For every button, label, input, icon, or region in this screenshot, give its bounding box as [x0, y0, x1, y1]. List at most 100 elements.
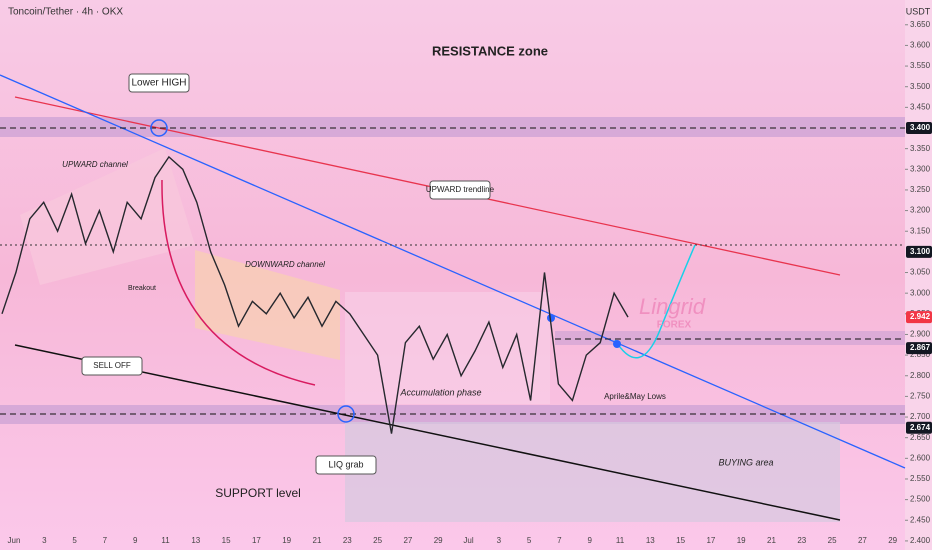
- x-tick-label: 3: [42, 536, 47, 545]
- x-tick-label: 13: [191, 536, 200, 545]
- y-tick-label: 3.650: [910, 20, 931, 29]
- marker-dot: [547, 314, 555, 322]
- annotation: UPWARD trendline: [426, 185, 495, 194]
- y-tick-label: 2.400: [910, 536, 931, 545]
- x-tick-label: 21: [313, 536, 322, 545]
- x-tick-label: 23: [343, 536, 352, 545]
- y-tick-label: 2.900: [910, 330, 931, 339]
- x-tick-label: Jun: [8, 536, 21, 545]
- annotation: RESISTANCE zone: [432, 43, 548, 58]
- y-tick-label: 2.700: [910, 412, 931, 421]
- annotation: UPWARD channel: [62, 160, 128, 169]
- x-tick-label: 21: [767, 536, 776, 545]
- x-tick-label: 9: [133, 536, 138, 545]
- x-tick-label: 15: [676, 536, 685, 545]
- annotation-box: [81, 356, 143, 376]
- annotation-box: [429, 180, 491, 200]
- x-tick-label: 19: [737, 536, 746, 545]
- annotation: Lingrid: [639, 294, 706, 319]
- y-tick-label: 3.200: [910, 206, 931, 215]
- x-tick-label: 5: [72, 536, 77, 545]
- price-label-box: [906, 342, 932, 355]
- x-tick-label: 11: [161, 536, 170, 545]
- annotation: LIQ grab: [328, 459, 363, 469]
- x-tick-label: 19: [282, 536, 291, 545]
- downward-channel: [195, 250, 340, 360]
- x-tick-label: 23: [797, 536, 806, 545]
- x-tick-label: 5: [527, 536, 532, 545]
- x-tick-label: 27: [858, 536, 867, 545]
- y-tick-label: 3.150: [910, 226, 931, 235]
- marker-circle: [337, 405, 355, 423]
- price-label: 3.400: [910, 123, 931, 132]
- blue-trendline: [0, 74, 906, 469]
- y-tick-label: 2.800: [910, 371, 931, 380]
- annotation: SUPPORT level: [215, 486, 301, 500]
- annotation: DOWNWARD channel: [245, 260, 325, 269]
- sell-off-arrow: [161, 179, 316, 386]
- y-tick-label: 2.450: [910, 515, 931, 524]
- projection-path: [614, 244, 696, 359]
- x-tick-label: 25: [373, 536, 382, 545]
- annotation: Breakout: [128, 285, 156, 292]
- x-tick-label: 15: [222, 536, 231, 545]
- x-tick-label: 29: [888, 536, 897, 545]
- annotation: Aprile&May Lows: [604, 392, 666, 401]
- y-tick-label: 3.550: [910, 61, 931, 70]
- y-tick-label: 3.450: [910, 102, 931, 111]
- annotation: Lower HIGH: [131, 78, 186, 89]
- buying-area: [345, 422, 840, 522]
- annotation: BUYING area: [718, 457, 773, 467]
- accumulation-box: [345, 292, 550, 404]
- axis-unit: USDT: [906, 6, 931, 16]
- y-tick-label: 3.500: [910, 82, 931, 91]
- annotation: FOREX: [657, 320, 692, 331]
- price-label: 2.867: [910, 343, 931, 352]
- y-tick-label: 2.750: [910, 392, 931, 401]
- y-tick-label: 2.600: [910, 453, 931, 462]
- y-tick-label: 3.350: [910, 144, 931, 153]
- price-label-box: [906, 311, 932, 324]
- mid-band: [555, 331, 905, 345]
- x-tick-label: 9: [587, 536, 592, 545]
- annotation: Accumulation phase: [399, 387, 481, 397]
- y-tick-label: 3.250: [910, 185, 931, 194]
- upward-channel: [20, 148, 195, 285]
- annotation-box: [128, 73, 190, 93]
- x-tick-label: 17: [252, 536, 261, 545]
- x-tick-label: 7: [557, 536, 562, 545]
- x-tick-label: 7: [103, 536, 108, 545]
- price-label-box: [906, 421, 932, 434]
- x-tick-label: Jul: [463, 536, 473, 545]
- resistance-trendline: [14, 96, 841, 276]
- x-tick-label: 17: [706, 536, 715, 545]
- annotation: SELL OFF: [93, 361, 131, 370]
- price-line: [1, 155, 629, 434]
- chart-title: Toncoin/Tether · 4h · OKX: [8, 7, 123, 18]
- y-tick-label: 2.850: [910, 350, 931, 359]
- price-label: 3.100: [910, 247, 931, 256]
- x-tick-label: 11: [616, 536, 625, 545]
- x-tick-label: 3: [497, 536, 502, 545]
- price-label: 2.942: [910, 312, 931, 321]
- price-axis: [905, 0, 932, 550]
- marker-circle: [150, 119, 168, 137]
- y-tick-label: 3.000: [910, 288, 931, 297]
- price-label: 2.674: [910, 423, 931, 432]
- x-tick-label: 29: [434, 536, 443, 545]
- resistance-band: [0, 117, 905, 137]
- x-tick-label: 25: [828, 536, 837, 545]
- y-tick-label: 2.500: [910, 495, 931, 504]
- support-trendline: [14, 344, 841, 521]
- annotation-box: [315, 455, 377, 475]
- price-label-box: [906, 245, 932, 258]
- y-tick-label: 3.300: [910, 164, 931, 173]
- y-tick-label: 2.650: [910, 433, 931, 442]
- x-tick-label: 13: [646, 536, 655, 545]
- y-tick-label: 3.050: [910, 268, 931, 277]
- y-tick-label: 2.550: [910, 474, 931, 483]
- y-tick-label: 3.600: [910, 41, 931, 50]
- x-tick-label: 27: [403, 536, 412, 545]
- price-label-box: [906, 122, 932, 135]
